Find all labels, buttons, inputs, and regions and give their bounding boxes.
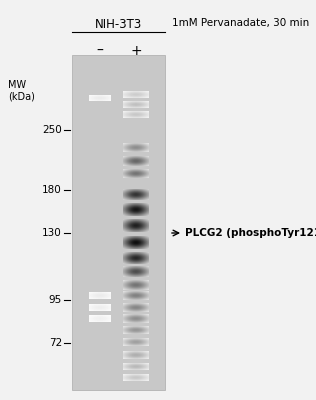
Text: PLCG2 (phosphoTyr1217): PLCG2 (phosphoTyr1217)	[185, 228, 316, 238]
Text: 72: 72	[49, 338, 62, 348]
Text: 250: 250	[42, 125, 62, 135]
Text: –: –	[97, 44, 103, 58]
Text: +: +	[130, 44, 142, 58]
Text: MW
(kDa): MW (kDa)	[8, 80, 35, 102]
Text: 180: 180	[42, 185, 62, 195]
Bar	[72, 55, 165, 390]
Text: 130: 130	[42, 228, 62, 238]
Text: 1mM Pervanadate, 30 min: 1mM Pervanadate, 30 min	[172, 18, 309, 28]
Text: 95: 95	[49, 295, 62, 305]
Text: NIH-3T3: NIH-3T3	[94, 18, 142, 31]
